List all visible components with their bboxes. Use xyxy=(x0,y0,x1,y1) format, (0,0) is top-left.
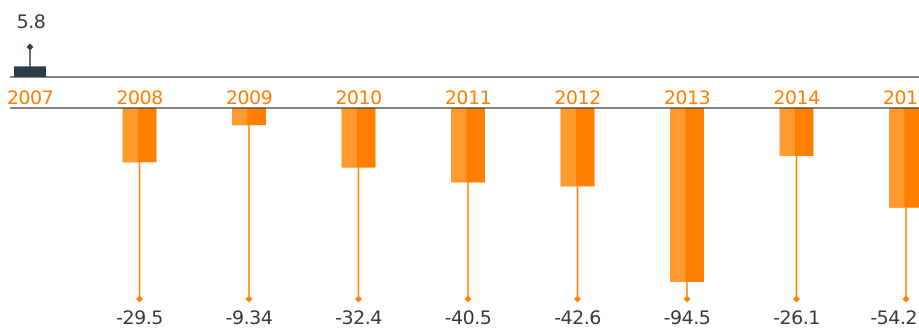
labels-layer: 2007 5.8 2008 -29.5 2009 -9.34 2010 -32.4 2011 -4… xyxy=(7,11,919,329)
category-label: 2011 xyxy=(445,87,491,109)
bar-highlight xyxy=(341,108,357,168)
category-label: 2012 xyxy=(554,87,600,109)
bar-marker xyxy=(464,295,472,303)
bar-marker xyxy=(683,295,691,303)
value-label: 5.8 xyxy=(17,11,46,33)
category-label: 2009 xyxy=(226,87,272,109)
axis-layer xyxy=(10,76,919,109)
value-label: -54.2 xyxy=(870,307,917,329)
bar-marker xyxy=(902,295,910,303)
value-label: -26.1 xyxy=(773,307,820,329)
bar-marker xyxy=(355,295,362,303)
bar-marker xyxy=(574,295,581,303)
value-label: -29.5 xyxy=(116,307,163,329)
bar-highlight xyxy=(889,108,905,208)
bars-layer xyxy=(14,43,919,303)
category-label: 2010 xyxy=(335,87,381,109)
bar-marker xyxy=(245,295,253,303)
bar-positive xyxy=(14,66,46,77)
bar-highlight xyxy=(560,108,576,187)
value-label: -40.5 xyxy=(445,307,492,329)
bar-marker xyxy=(26,43,34,51)
category-label: 2008 xyxy=(116,87,162,109)
bar-highlight xyxy=(670,108,686,282)
bar-highlight xyxy=(779,108,795,157)
value-label: -32.4 xyxy=(335,307,382,329)
category-label: 2007 xyxy=(7,87,53,109)
category-label: 2015 xyxy=(883,87,919,109)
bar-marker xyxy=(793,295,800,303)
category-label: 2013 xyxy=(664,87,710,109)
category-label: 2014 xyxy=(773,87,820,109)
bar-highlight xyxy=(232,108,248,126)
value-label: -42.6 xyxy=(554,307,601,329)
value-label: -9.34 xyxy=(226,307,273,329)
bar-marker xyxy=(136,295,143,303)
bar-highlight xyxy=(122,108,138,163)
value-label: -94.5 xyxy=(664,307,711,329)
bar-highlight xyxy=(451,108,467,183)
